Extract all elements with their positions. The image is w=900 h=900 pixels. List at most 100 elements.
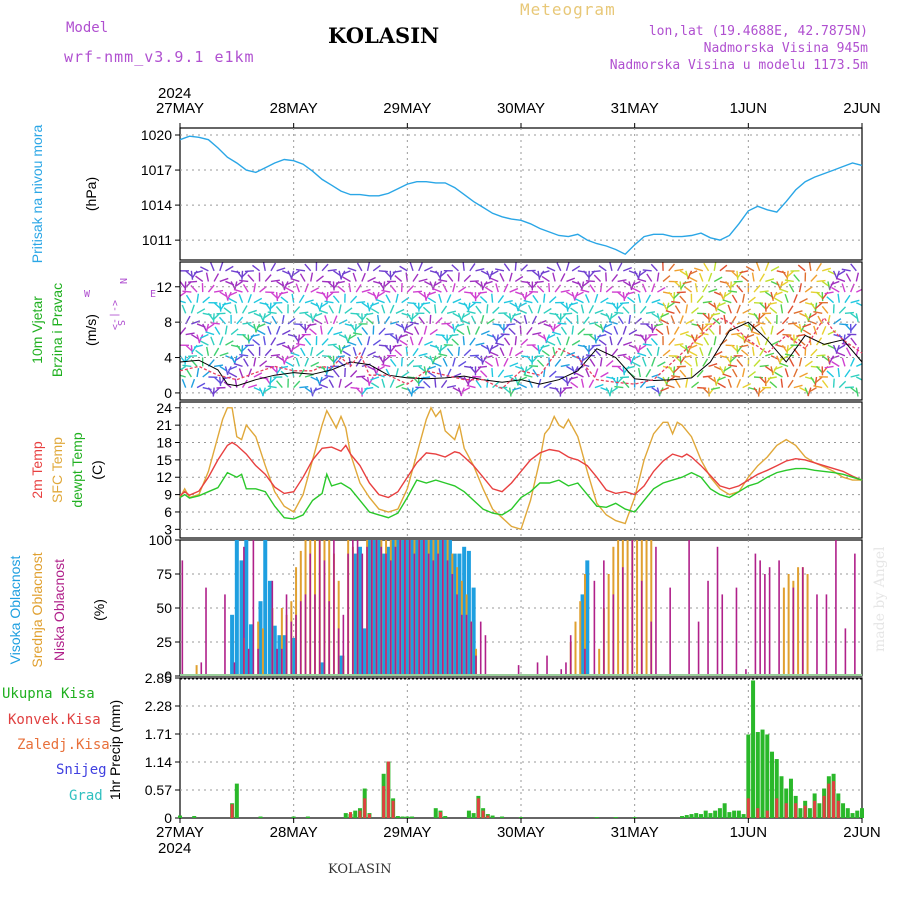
cloud-bar-2 — [655, 546, 657, 676]
precip-total-bar — [755, 732, 760, 818]
cloud-bar-0 — [282, 635, 287, 676]
precip-legend-3: Snijeg — [56, 762, 107, 778]
precip-conv-bar — [832, 781, 836, 818]
precip-conv-bar — [367, 814, 371, 818]
precip-total-bar — [305, 816, 310, 818]
cloud-bar-0 — [272, 625, 277, 676]
precip-conv-bar — [803, 805, 807, 818]
cloud-unit: (%) — [91, 599, 107, 621]
cloud-bar-2 — [816, 594, 818, 676]
cloud-bar-2 — [603, 560, 605, 676]
cloud-bar-2 — [200, 662, 203, 676]
wind-barbs — [180, 262, 862, 397]
cloud-bar-0 — [230, 614, 235, 676]
precip-legend-2: Zaledj.Kisa — [17, 737, 110, 753]
precip-total-bar — [732, 810, 737, 818]
cloud-bar-2 — [745, 669, 747, 676]
cloud-bar-2 — [276, 648, 278, 676]
watermark: made by Angel — [872, 546, 888, 653]
xtick-label-bottom: 30MAY — [497, 824, 545, 841]
cloud-bar-2 — [347, 553, 349, 676]
cloud-bar-2 — [707, 580, 709, 676]
cloud-bar-2 — [456, 594, 458, 676]
cloud-bar-0 — [395, 540, 400, 676]
compass-s: S — [115, 320, 126, 326]
precip-conv-bar — [794, 803, 798, 818]
cloud-bar-2 — [271, 580, 274, 676]
cloud-bar-2 — [451, 574, 454, 676]
ytick-label-temperature: 6 — [164, 504, 172, 520]
cloud-bar-0 — [239, 560, 244, 676]
precip-total-bar — [680, 816, 685, 818]
wind-speed-line — [179, 321, 863, 387]
ytick-label-temperature: 9 — [164, 487, 172, 503]
ytick-label-precip: 0.57 — [145, 782, 172, 798]
precip-total-bar — [192, 816, 197, 818]
precip-total-bar — [689, 814, 694, 818]
cloud-bar-1 — [579, 601, 582, 676]
ytick-label-wind: 4 — [164, 350, 172, 366]
precip-total-bar — [684, 815, 689, 818]
year-label-top: 2024 — [158, 85, 191, 102]
cloud-bar-0 — [424, 540, 429, 676]
pressure-unit: (hPa) — [83, 177, 99, 211]
precip-total-bar — [466, 810, 471, 818]
cloud-bar-2 — [764, 574, 766, 676]
precip-total-bar — [632, 817, 637, 818]
ytick-label-pressure: 1011 — [142, 232, 172, 248]
precip-total-bar — [798, 808, 803, 818]
cloud-bar-1 — [574, 621, 577, 676]
precip-total-bar — [736, 810, 741, 818]
cloud-bar-1 — [650, 540, 653, 676]
cloud-bar-0 — [376, 540, 381, 676]
cloud-bar-2 — [801, 567, 804, 676]
cloud-bar-2 — [569, 635, 572, 676]
cloud-ylabel2: Srednja Oblacnost — [29, 552, 45, 667]
cloud-bar-2 — [759, 560, 761, 676]
precip-legend-1: Konvek.Kisa — [8, 712, 101, 728]
cloud-bar-0 — [367, 540, 372, 676]
cloud-bar-2 — [224, 594, 226, 676]
cloud-bar-2 — [536, 662, 539, 676]
cloud-bar-2 — [427, 553, 430, 676]
cloud-bar-1 — [583, 574, 586, 676]
cloud-bar-2 — [697, 621, 700, 676]
cloud-bar-2 — [233, 662, 236, 676]
xtick-label-bottom: 29MAY — [383, 824, 431, 841]
cloud-bar-0 — [410, 540, 415, 676]
model-label: Model — [66, 20, 109, 36]
xtick-label-bottom: 28MAY — [270, 824, 318, 841]
cloud-bar-0 — [433, 540, 438, 676]
precip-conv-bar — [836, 800, 840, 818]
product-label: Meteogram — [520, 0, 616, 19]
wind-gust-line — [179, 316, 863, 390]
compass-n: N — [117, 278, 128, 284]
cloud-bar-1 — [195, 665, 198, 676]
ytick-label-clouds: 75 — [156, 566, 172, 582]
model-name: wrf-nmm_v3.9.1 e1km — [64, 48, 255, 66]
cloud-bar-0 — [414, 540, 419, 676]
wind-ylabel: 10m Vjetar — [29, 296, 45, 364]
precip-conv-bar — [746, 798, 750, 818]
ytick-label-temperature: 15 — [156, 452, 172, 468]
ytick-label-precip: 1.71 — [145, 726, 172, 742]
cloud-bar-2 — [285, 594, 288, 676]
cloud-bar-1 — [280, 608, 283, 676]
temp-unit: (C) — [89, 460, 105, 479]
precip-total-bar — [765, 734, 770, 818]
precip-total-bar — [471, 813, 476, 818]
cloud-bar-0 — [244, 540, 249, 676]
cloud-bar-0 — [457, 553, 462, 676]
precip-conv-bar — [386, 761, 390, 818]
precip-total-bar — [760, 729, 765, 818]
xtick-label-top: 30MAY — [497, 100, 545, 117]
precip-total-bar — [234, 783, 239, 818]
compass-e: E — [150, 289, 156, 300]
dewpt-line — [179, 467, 863, 520]
cloud-bar-2 — [252, 540, 255, 676]
cloud-bar-2 — [844, 628, 847, 676]
cloud-bar-2 — [389, 560, 392, 676]
cloud-bar-0 — [357, 546, 362, 676]
xtick-label-top: 29MAY — [383, 100, 431, 117]
ytick-label-wind: 12 — [156, 279, 172, 295]
